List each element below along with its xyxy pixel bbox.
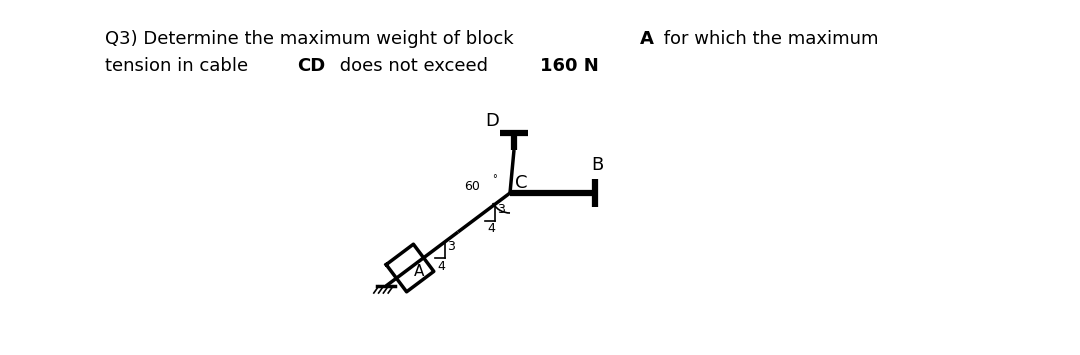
Text: 160 N: 160 N <box>540 57 598 75</box>
Text: 3: 3 <box>447 240 455 253</box>
Text: tension in cable: tension in cable <box>105 57 254 75</box>
Text: D: D <box>485 112 499 130</box>
Text: 60: 60 <box>464 180 480 193</box>
Text: CD: CD <box>297 57 325 75</box>
Text: Q3) Determine the maximum weight of block: Q3) Determine the maximum weight of bloc… <box>105 30 519 48</box>
Text: A: A <box>639 30 653 48</box>
Text: C: C <box>515 174 527 192</box>
Text: B: B <box>591 156 604 174</box>
Text: A: A <box>414 264 424 279</box>
Text: does not exceed: does not exceed <box>334 57 494 75</box>
Text: 4: 4 <box>487 223 495 235</box>
Text: 4: 4 <box>437 260 445 273</box>
Text: for which the maximum: for which the maximum <box>658 30 878 48</box>
Text: 3: 3 <box>497 203 504 216</box>
Text: °: ° <box>492 174 497 184</box>
